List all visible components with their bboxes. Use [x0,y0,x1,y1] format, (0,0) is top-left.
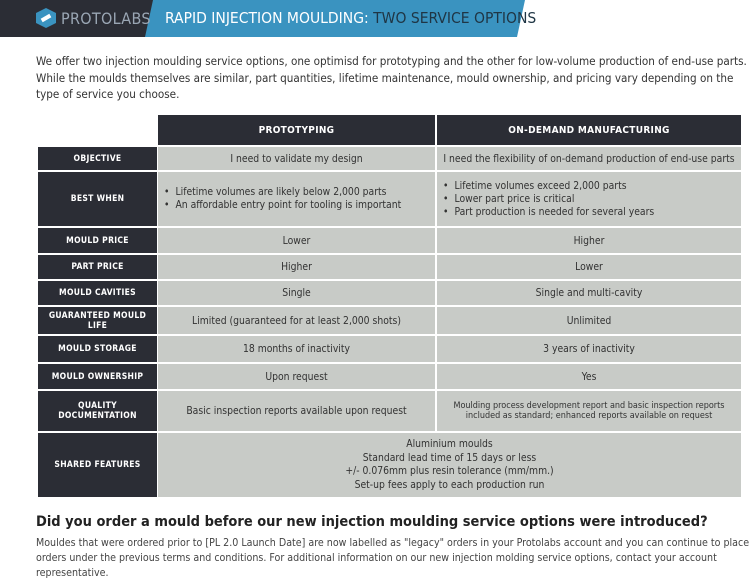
on-demand-cell: Unlimited [437,307,741,334]
legacy-heading: Did you order a mould before our new inj… [36,514,708,530]
bullet-list: Lifetime volumes exceed 2,000 partsLower… [437,180,741,219]
list-item: Part production is needed for several ye… [443,206,741,219]
prototyping-cell: Single [158,281,435,305]
prototyping-cell: Basic inspection reports available upon … [158,391,435,431]
list-item: Lifetime volumes exceed 2,000 parts [443,180,741,193]
title-main: RAPID INJECTION MOULDING: [165,9,374,27]
prototyping-cell: Lower [158,228,435,253]
on-demand-cell: 3 years of inactivity [437,336,741,362]
intro-text: We offer two injection moulding service … [36,54,747,101]
on-demand-cell: Lifetime volumes exceed 2,000 partsLower… [437,172,741,226]
title-band [145,0,525,37]
row-label: SHARED FEATURES [38,433,157,497]
page-title: RAPID INJECTION MOULDING: TWO SERVICE OP… [165,9,536,27]
shared-features-cell: Aluminium moulds Standard lead time of 15… [158,433,741,497]
prototyping-cell: 18 months of inactivity [158,336,435,362]
row-label: MOULD CAVITIES [38,281,157,305]
header-bar: PROTOLABS RAPID INJECTION MOULDING: TWO … [0,0,754,37]
on-demand-cell: Higher [437,228,741,253]
row-label: MOULD OWNERSHIP [38,364,157,389]
row-label: MOULD STORAGE [38,336,157,362]
list-item: Lower part price is critical [443,193,741,206]
row-label: QUALITY DOCUMENTATION [38,391,157,431]
prototyping-cell: I need to validate my design [158,147,435,170]
legacy-text: Mouldes that were ordered prior to [PL 2… [36,537,750,579]
on-demand-cell: I need the flexibility of on-demand prod… [437,147,741,170]
bullet-list: Lifetime volumes are likely below 2,000 … [158,186,435,212]
on-demand-cell: Lower [437,255,741,279]
row-label: PART PRICE [38,255,157,279]
row-label: GUARANTEED MOULD LIFE [38,307,157,334]
row-label: BEST WHEN [38,172,157,226]
on-demand-cell: Yes [437,364,741,389]
column-header-on-demand: ON-DEMAND MANUFACTURING [437,115,741,145]
prototyping-cell: Lifetime volumes are likely below 2,000 … [158,172,435,226]
prototyping-cell: Higher [158,255,435,279]
shared-feature: Aluminium moulds [406,438,493,450]
row-label: MOULD PRICE [38,228,157,253]
shared-feature: +/- 0.076mm plus resin tolerance (mm/mm.… [345,465,554,477]
list-item: Lifetime volumes are likely below 2,000 … [164,186,435,199]
shared-feature: Set-up fees apply to each production run [354,478,545,491]
on-demand-cell: Moulding process development report and … [437,391,741,431]
protolabs-logo-icon [36,8,56,28]
on-demand-cell: Single and multi-cavity [437,281,741,305]
logo: PROTOLABS [36,8,151,28]
row-label: OBJECTIVE [38,147,157,170]
brand-panel [0,0,170,37]
shared-feature: Standard lead time of 15 days or less [362,451,537,464]
prototyping-cell: Upon request [158,364,435,389]
title-sub: TWO SERVICE OPTIONS [373,9,537,27]
list-item: An affordable entry point for tooling is… [164,199,435,212]
brand-name: PROTOLABS [61,8,151,28]
column-header-prototyping: PROTOTYPING [158,115,435,145]
prototyping-cell: Limited (guaranteed for at least 2,000 s… [158,307,435,334]
